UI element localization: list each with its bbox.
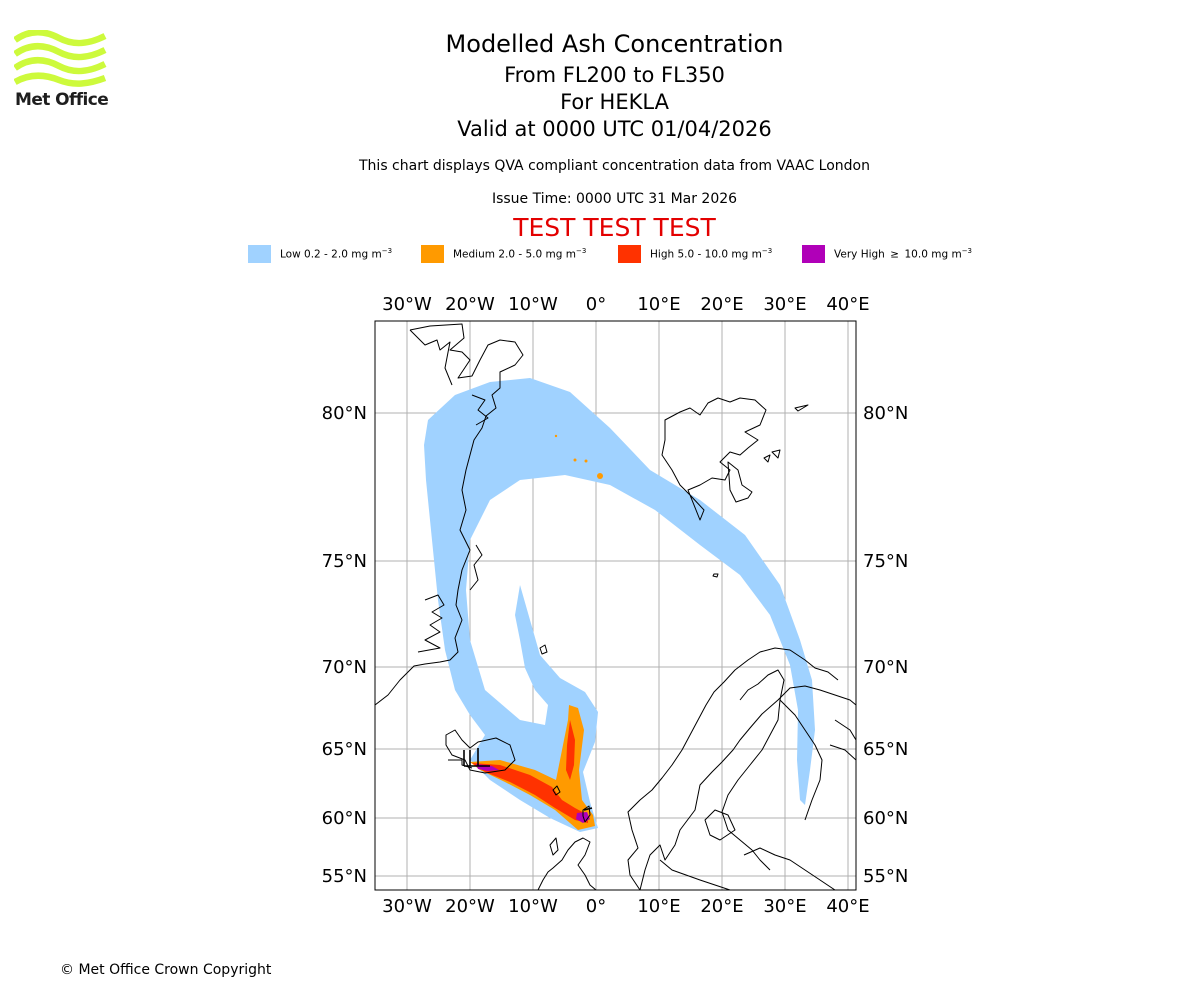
lat-label-right-80n: 80°N xyxy=(863,403,908,424)
legend-swatch-medium xyxy=(421,245,444,263)
volcano-name: For HEKLA xyxy=(560,90,669,114)
lat-label-right-70n: 70°N xyxy=(863,657,908,678)
legend-item-high: High 5.0 - 10.0 mg m−3 xyxy=(618,244,772,264)
legend-item-low: Low 0.2 - 2.0 mg m−3 xyxy=(248,244,392,264)
legend-label-high: High 5.0 - 10.0 mg m−3 xyxy=(650,247,773,261)
lon-label-top-20e: 20°E xyxy=(700,294,743,315)
lon-label-bottom-20w: 20°W xyxy=(445,896,495,917)
legend-item-very-high: Very High ≥ 10.0 mg m−3 xyxy=(802,244,972,264)
lon-label-bottom-30e: 30°E xyxy=(763,896,806,917)
lon-label-top-40e: 40°E xyxy=(826,294,869,315)
ash-high-concentration xyxy=(472,720,588,823)
lat-label-left-80n: 80°N xyxy=(322,403,367,424)
lon-label-bottom-10e: 10°E xyxy=(637,896,680,917)
lon-label-bottom-10w: 10°W xyxy=(508,896,558,917)
met-office-wave-icon xyxy=(13,29,107,87)
legend-swatch-low xyxy=(248,245,271,263)
lon-label-top-0: 0° xyxy=(586,294,606,315)
compliance-note: This chart displays QVA compliant concen… xyxy=(359,158,870,174)
lat-label-left-60n: 60°N xyxy=(322,808,367,829)
legend-label-very-high: Very High ≥ 10.0 mg m−3 xyxy=(834,247,973,261)
chart-title: Modelled Ash Concentration xyxy=(445,30,784,58)
lat-label-left-70n: 70°N xyxy=(322,657,367,678)
legend-label-low: Low 0.2 - 2.0 mg m−3 xyxy=(280,247,393,261)
lon-label-top-10w: 10°W xyxy=(508,294,558,315)
lon-label-bottom-40e: 40°E xyxy=(826,896,869,917)
lon-label-bottom-0: 0° xyxy=(586,896,606,917)
lat-label-left-55n: 55°N xyxy=(322,866,367,887)
lon-label-top-30e: 30°E xyxy=(763,294,806,315)
valid-time: Valid at 0000 UTC 01/04/2026 xyxy=(457,117,772,141)
lon-label-top-20w: 20°W xyxy=(445,294,495,315)
met-office-logo: Met Office xyxy=(13,29,109,112)
ash-medium-concentration xyxy=(470,434,603,830)
left-latitude-labels: 80°N 75°N 70°N 65°N 60°N 55°N xyxy=(322,403,367,887)
volcano-marker xyxy=(463,748,593,811)
issue-time: Issue Time: 0000 UTC 31 Mar 2026 xyxy=(491,191,738,207)
lat-label-right-75n: 75°N xyxy=(863,551,908,572)
legend-swatch-high xyxy=(618,245,641,263)
legend-label-medium: Medium 2.0 - 5.0 mg m−3 xyxy=(453,247,587,261)
test-banner: TEST TEST TEST xyxy=(513,213,716,242)
lat-label-right-65n: 65°N xyxy=(863,739,908,760)
flight-level-range: From FL200 to FL350 xyxy=(504,63,725,87)
bottom-longitude-labels: 30°W 20°W 10°W 0° 10°E 20°E 30°E 40°E xyxy=(382,896,869,917)
lat-label-left-65n: 65°N xyxy=(322,739,367,760)
lon-label-bottom-20e: 20°E xyxy=(700,896,743,917)
right-latitude-labels: 80°N 75°N 70°N 65°N 60°N 55°N xyxy=(863,403,908,887)
lon-label-bottom-30w: 30°W xyxy=(382,896,432,917)
ash-low-concentration xyxy=(424,378,815,832)
lat-label-right-55n: 55°N xyxy=(863,866,908,887)
lon-label-top-30w: 30°W xyxy=(382,294,432,315)
lon-label-top-10e: 10°E xyxy=(637,294,680,315)
met-office-logo-text: Met Office xyxy=(15,90,109,110)
map-frame xyxy=(374,320,857,891)
legend-item-medium: Medium 2.0 - 5.0 mg m−3 xyxy=(421,244,586,264)
lat-label-left-75n: 75°N xyxy=(322,551,367,572)
legend-swatch-very-high xyxy=(802,245,825,263)
copyright-notice: © Met Office Crown Copyright xyxy=(60,962,272,978)
lat-label-right-60n: 60°N xyxy=(863,808,908,829)
top-longitude-labels: 30°W 20°W 10°W 0° 10°E 20°E 30°E 40°E xyxy=(382,294,869,315)
coastlines xyxy=(375,323,856,890)
